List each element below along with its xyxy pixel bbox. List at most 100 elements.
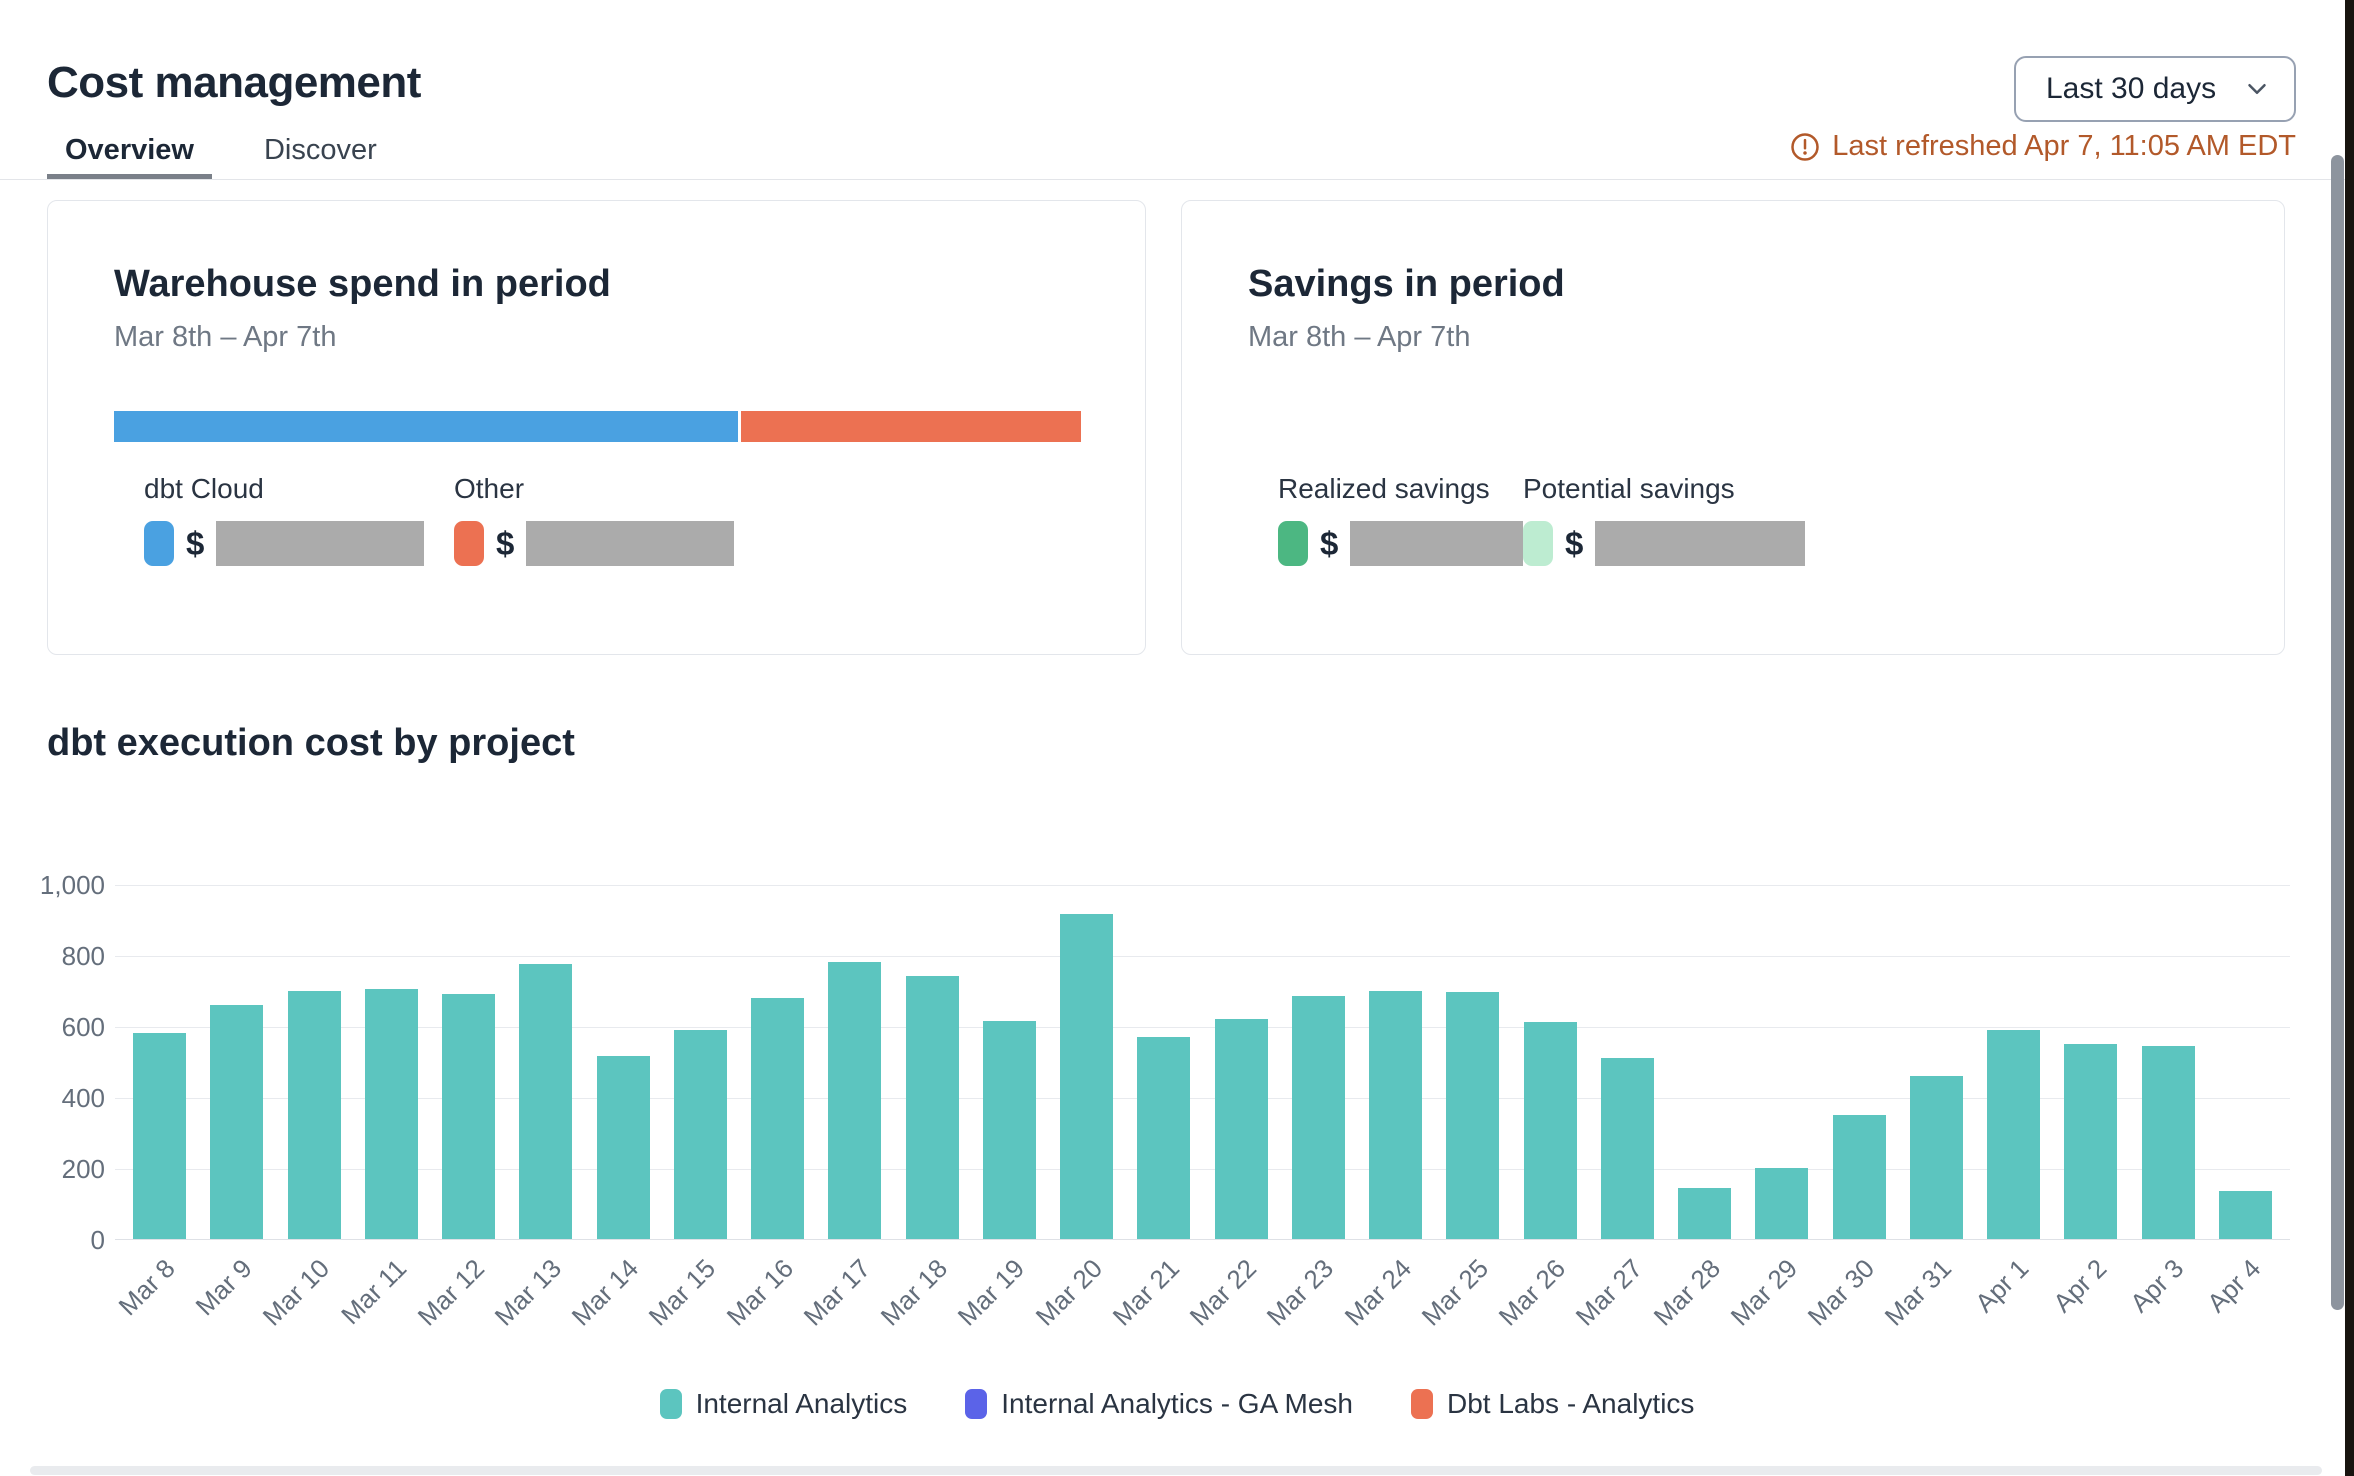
date-range-dropdown[interactable]: Last 30 days [2014, 56, 2296, 122]
bar-apr-1[interactable] [1987, 1030, 2040, 1239]
bar-mar-24[interactable] [1369, 991, 1422, 1239]
x-axis-label: Mar 10 [256, 1253, 336, 1332]
bar-apr-3[interactable] [2141, 1046, 2195, 1239]
x-axis-label: Mar 20 [1029, 1253, 1108, 1332]
y-axis-tick: 1,000 [39, 870, 105, 900]
bar-mar-30[interactable] [1832, 1115, 1886, 1239]
y-axis-tick: 200 [61, 1154, 105, 1184]
bar-mar-28[interactable] [1678, 1188, 1731, 1239]
tab-discover[interactable]: Discover [246, 126, 395, 180]
last-refreshed-text: Last refreshed Apr 7, 11:05 AM EDT [1832, 130, 2296, 162]
bar-column: Apr 2 [2047, 885, 2118, 1318]
bar-mar-27[interactable] [1600, 1058, 1654, 1239]
bar-mar-9[interactable] [210, 1005, 264, 1239]
redacted-value-box [216, 521, 425, 566]
card-title: Warehouse spend in period [114, 263, 611, 305]
bar-column: Mar 26 [1493, 885, 1577, 1331]
redacted-value-box [526, 521, 735, 566]
bar-mar-29[interactable] [1755, 1168, 1809, 1239]
bar-mar-25[interactable] [1446, 992, 1500, 1239]
legend-label: Other [454, 473, 525, 504]
bar-mar-13[interactable] [519, 964, 573, 1239]
legend-label: Internal Analytics [695, 1388, 908, 1419]
date-range-value: Last 30 days [2046, 72, 2217, 105]
x-axis-label: Mar 13 [488, 1253, 567, 1332]
bar-mar-22[interactable] [1214, 1019, 1268, 1239]
bar-mar-21[interactable] [1137, 1037, 1191, 1239]
bar-mar-16[interactable] [751, 998, 804, 1239]
y-axis-tick: 800 [61, 941, 105, 971]
x-axis-label: Mar 27 [1570, 1253, 1649, 1332]
bar-column: Mar 12 [411, 885, 495, 1331]
tab-bar: Overview Discover [47, 126, 395, 180]
alert-circle-icon [1791, 132, 1820, 161]
x-axis-label: Mar 14 [565, 1253, 645, 1332]
chart-legend-item[interactable]: Internal Analytics [659, 1388, 908, 1420]
y-axis-tick: 600 [61, 1012, 105, 1042]
window-edge [2345, 0, 2354, 1476]
gridline [115, 1027, 2290, 1028]
bar-apr-2[interactable] [2064, 1044, 2118, 1239]
chart-legend-item[interactable]: Dbt Labs - Analytics [1410, 1388, 1695, 1420]
bar-column: Mar 14 [566, 885, 650, 1331]
x-axis-label: Apr 1 [1969, 1253, 2035, 1319]
bar-mar-31[interactable] [1909, 1076, 1963, 1239]
bar-column: Mar 23 [1261, 885, 1345, 1331]
bar-column: Mar 9 [190, 885, 264, 1321]
bar-apr-4[interactable] [2218, 1191, 2272, 1239]
x-axis-label: Mar 15 [643, 1253, 722, 1332]
spend-segment-dbt-cloud[interactable] [114, 411, 738, 442]
x-axis-label: Mar 18 [874, 1253, 954, 1332]
bar-column: Mar 31 [1879, 885, 1963, 1331]
vertical-scrollbar[interactable] [2331, 155, 2344, 1310]
bar-mar-19[interactable] [982, 1021, 1036, 1239]
realized-savings: Realized savings $ [1278, 473, 1524, 566]
chevron-down-icon [2248, 84, 2266, 94]
x-axis-label: Mar 25 [1415, 1253, 1494, 1332]
bar-mar-20[interactable] [1060, 914, 1113, 1239]
bar-mar-10[interactable] [287, 991, 341, 1239]
x-axis-label: Mar 31 [1879, 1253, 1958, 1332]
x-axis-label: Mar 28 [1647, 1253, 1726, 1332]
potential-savings: Potential savings $ [1523, 473, 1806, 566]
card-title: Savings in period [1248, 263, 1565, 305]
y-axis: 1,000 800 600 400 200 0 [25, 870, 105, 1255]
bar-mar-15[interactable] [673, 1030, 727, 1239]
last-refreshed-status: Last refreshed Apr 7, 11:05 AM EDT [1790, 130, 2296, 163]
page-title: Cost management [47, 58, 421, 107]
bar-column: Mar 20 [1029, 885, 1113, 1331]
legend-label: Potential savings [1523, 473, 1735, 504]
bar-mar-17[interactable] [828, 962, 882, 1239]
card-date-range: Mar 8th – Apr 7th [114, 321, 337, 353]
y-axis-tick: 0 [90, 1225, 105, 1255]
tab-discover-label: Discover [263, 133, 377, 166]
legend-label: Internal Analytics - GA Mesh [1001, 1388, 1353, 1419]
bar-mar-11[interactable] [364, 989, 418, 1239]
currency-symbol: $ [496, 524, 515, 562]
bar-column: Mar 22 [1184, 885, 1268, 1331]
redacted-value-box [1350, 521, 1524, 566]
bar-mar-14[interactable] [596, 1056, 650, 1239]
card-date-range: Mar 8th – Apr 7th [1248, 321, 1471, 353]
bar-mar-8[interactable] [133, 1033, 186, 1239]
bar-mar-26[interactable] [1523, 1022, 1577, 1239]
bar-column: Mar 13 [489, 885, 573, 1331]
currency-symbol: $ [186, 524, 205, 562]
bar-mar-12[interactable] [442, 994, 495, 1239]
bar-column: Mar 17 [798, 885, 882, 1331]
legend-swatch [454, 521, 484, 566]
gridline [115, 1098, 2290, 1099]
legend-label: Dbt Labs - Analytics [1446, 1388, 1695, 1419]
tab-overview[interactable]: Overview [47, 126, 212, 180]
x-axis-label: Apr 3 [2124, 1253, 2190, 1319]
x-axis-label: Mar 19 [952, 1253, 1031, 1332]
spend-segment-other[interactable] [737, 411, 1081, 442]
legend-swatch [144, 521, 174, 566]
horizontal-scrollbar[interactable] [30, 1466, 2322, 1475]
chart-legend-item[interactable]: Internal Analytics - GA Mesh [965, 1388, 1353, 1420]
bar-mar-23[interactable] [1291, 996, 1345, 1239]
legend-label: dbt Cloud [144, 473, 264, 504]
bar-mar-18[interactable] [905, 976, 959, 1239]
legend-swatch [1523, 521, 1553, 566]
